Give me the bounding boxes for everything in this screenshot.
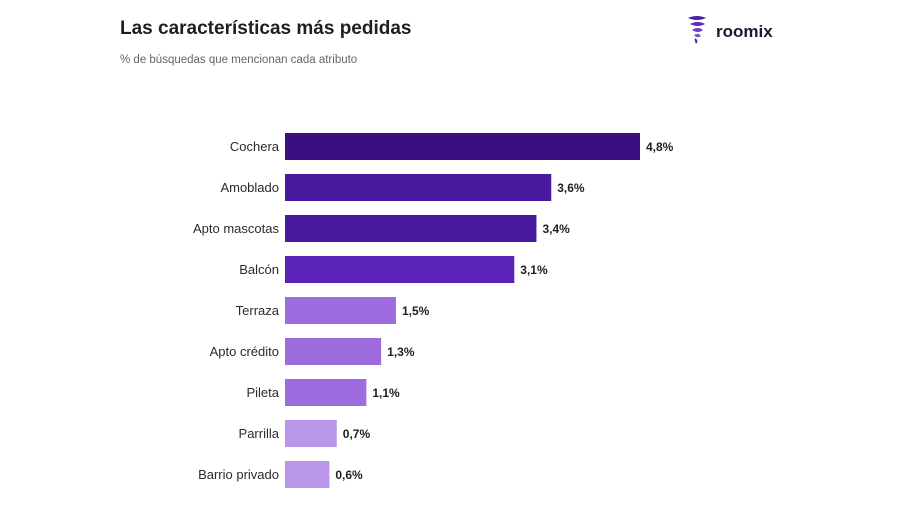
value-label: 1,1%	[372, 386, 400, 400]
category-label: Apto crédito	[210, 344, 279, 359]
brand-name: roomix	[716, 21, 773, 41]
tornado-icon	[686, 14, 708, 49]
category-label: Terraza	[236, 303, 280, 318]
bar	[285, 338, 382, 365]
chart-subtitle: % de búsquedas que mencionan cada atribu…	[120, 54, 358, 66]
value-label: 3,6%	[557, 181, 585, 195]
value-label: 1,3%	[387, 345, 415, 359]
category-label: Amoblado	[220, 180, 279, 195]
bar	[285, 379, 367, 406]
value-label: 0,6%	[335, 468, 363, 482]
bar	[285, 297, 396, 324]
value-label: 1,5%	[402, 304, 430, 318]
category-label: Balcón	[239, 262, 279, 277]
bar	[285, 133, 640, 160]
value-label: 3,1%	[520, 263, 548, 277]
bar	[285, 420, 337, 447]
value-label: 3,4%	[542, 222, 570, 236]
category-label: Cochera	[230, 139, 280, 154]
chart-title: Las características más pedidas	[120, 18, 412, 39]
category-label: Parrilla	[239, 426, 280, 441]
bar	[285, 461, 330, 488]
category-label: Pileta	[246, 385, 279, 400]
category-label: Barrio privado	[198, 467, 279, 482]
bar	[285, 174, 552, 201]
brand-logo: roomix	[686, 14, 773, 49]
value-label: 0,7%	[343, 427, 371, 441]
bar	[285, 215, 537, 242]
category-label: Apto mascotas	[193, 221, 279, 236]
bar	[285, 256, 515, 283]
value-label: 4,8%	[646, 140, 674, 154]
